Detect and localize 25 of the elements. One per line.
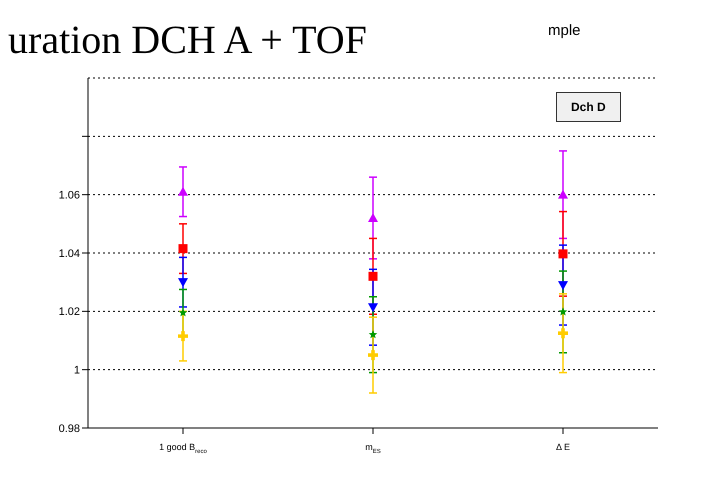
point	[558, 281, 568, 290]
x-tick-label: m$_{ES}$	[365, 442, 381, 455]
point	[558, 328, 568, 338]
y-tick-label: 1.02	[58, 306, 80, 318]
y-tick-label: 0.98	[58, 422, 80, 435]
y-tick-label: 1.04	[58, 248, 80, 260]
point	[368, 350, 378, 360]
point	[368, 330, 378, 338]
chart-subtitle: mple	[548, 22, 581, 39]
point	[368, 213, 378, 222]
point	[558, 307, 568, 316]
point	[178, 278, 188, 288]
point	[558, 249, 568, 258]
y-tick-label: 1.06	[58, 190, 80, 202]
point	[178, 186, 188, 196]
point	[558, 190, 568, 199]
point	[368, 272, 378, 281]
y-tick-label: 1	[74, 364, 80, 377]
x-tick-label: 1 good B$_{reco}$	[159, 442, 208, 455]
point	[178, 244, 188, 254]
x-tick-label: Δ E	[556, 442, 570, 452]
point	[178, 331, 188, 342]
point	[368, 303, 378, 312]
annotation: Dch D	[556, 92, 621, 122]
chart-title: uration DCH A + TOF	[8, 16, 367, 63]
